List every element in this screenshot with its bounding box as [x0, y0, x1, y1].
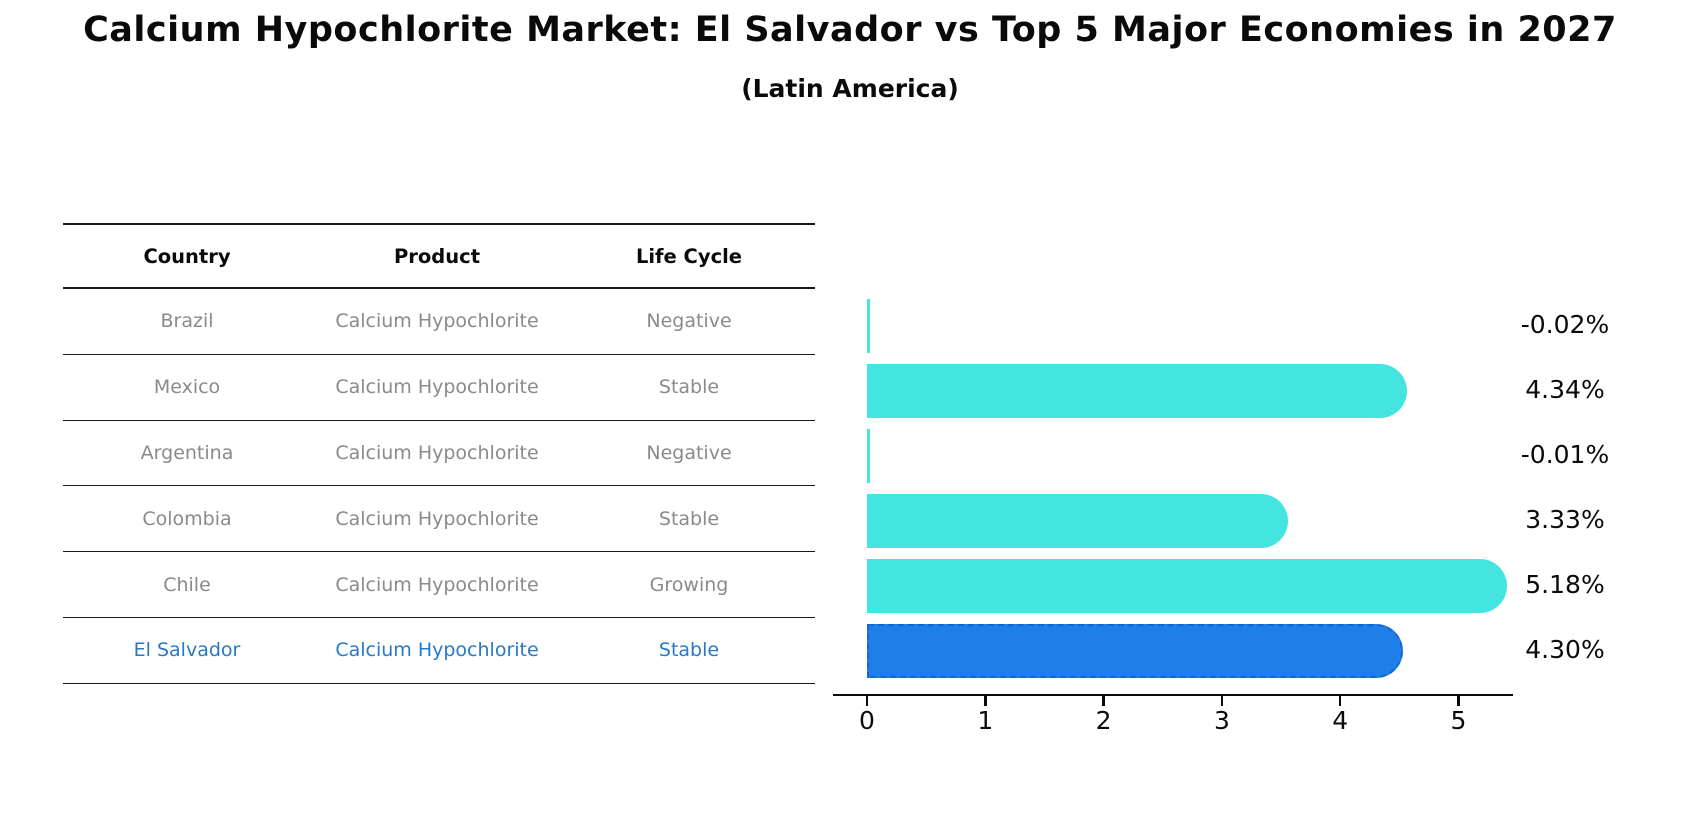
table-body: Brazil Calcium Hypochlorite Negative Mexico…: [63, 289, 815, 684]
bar-mexico: [867, 364, 1408, 418]
cell-country: El Salvador: [133, 639, 241, 662]
cell-life-cycle: Negative: [646, 441, 732, 464]
cell-life-cycle: Stable: [658, 507, 720, 530]
value-label-el-salvador: 4.30%: [1525, 635, 1605, 664]
cell-country: Mexico: [153, 376, 221, 399]
bar-colombia: [867, 494, 1288, 548]
table-row: Brazil Calcium Hypochlorite Negative: [63, 289, 815, 355]
table-row: Chile Calcium Hypochlorite Growing: [63, 552, 815, 618]
cell-country: Chile: [163, 573, 211, 596]
cell-country: Argentina: [140, 441, 234, 464]
x-axis-tick-label: 5: [1450, 706, 1467, 735]
cell-life-cycle: Stable: [658, 376, 720, 399]
value-label-chile: 5.18%: [1525, 570, 1605, 599]
x-axis-tick-label: 3: [1213, 706, 1230, 735]
bar-argentina: [867, 429, 870, 483]
column-header-product: Product: [393, 244, 481, 268]
x-axis-tick-mark: [1102, 696, 1105, 706]
cell-product: Calcium Hypochlorite: [335, 441, 539, 464]
bar-el-salvador: [867, 624, 1403, 678]
bar-chile: [867, 559, 1507, 613]
table-row: Mexico Calcium Hypochlorite Stable: [63, 355, 815, 421]
x-axis-tick-mark: [1457, 696, 1460, 706]
x-axis-tick-mark: [1338, 696, 1342, 706]
chart-subtitle: (Latin America): [741, 74, 959, 103]
cell-product: Calcium Hypochlorite: [335, 376, 539, 399]
cell-country: Colombia: [142, 507, 232, 530]
x-axis-tick-label: 4: [1332, 706, 1349, 735]
x-axis-tick-label: 1: [977, 706, 994, 735]
value-label-colombia: 3.33%: [1525, 505, 1605, 534]
x-axis-tick-label: 2: [1095, 706, 1112, 735]
country-table: Country Product Life Cycle Brazil Calcium…: [63, 223, 815, 684]
chart-title: Calcium Hypochlorite Market: El Salvador…: [83, 10, 1617, 50]
value-label-argentina: -0.01%: [1520, 440, 1610, 469]
column-header-lifecycle: Life Cycle: [635, 244, 743, 268]
x-axis-tick-mark: [1220, 696, 1224, 706]
cell-life-cycle: Growing: [649, 573, 729, 596]
value-label-mexico: 4.34%: [1525, 375, 1605, 404]
x-axis-line: [833, 693, 1513, 696]
table-row: El Salvador Calcium Hypochlorite Stable: [63, 618, 815, 684]
bar-brazil: [867, 299, 870, 353]
cell-product: Calcium Hypochlorite: [335, 573, 539, 596]
column-header-country: Country: [143, 244, 231, 268]
value-label-brazil: -0.02%: [1520, 310, 1610, 339]
cell-life-cycle: Negative: [646, 310, 732, 333]
table-header-row: Country Product Life Cycle: [63, 223, 815, 289]
cell-life-cycle: Stable: [658, 639, 720, 662]
table-row: Colombia Calcium Hypochlorite Stable: [63, 486, 815, 553]
cell-product: Calcium Hypochlorite: [335, 310, 539, 333]
x-axis-tick-mark: [984, 696, 987, 706]
x-axis-tick-label: 0: [859, 706, 875, 735]
table-row: Argentina Calcium Hypochlorite Negative: [63, 421, 815, 487]
cell-country: Brazil: [160, 310, 214, 333]
x-axis-tick-mark: [865, 696, 869, 706]
cell-product: Calcium Hypochlorite: [335, 507, 539, 530]
cell-product: Calcium Hypochlorite: [335, 639, 539, 662]
